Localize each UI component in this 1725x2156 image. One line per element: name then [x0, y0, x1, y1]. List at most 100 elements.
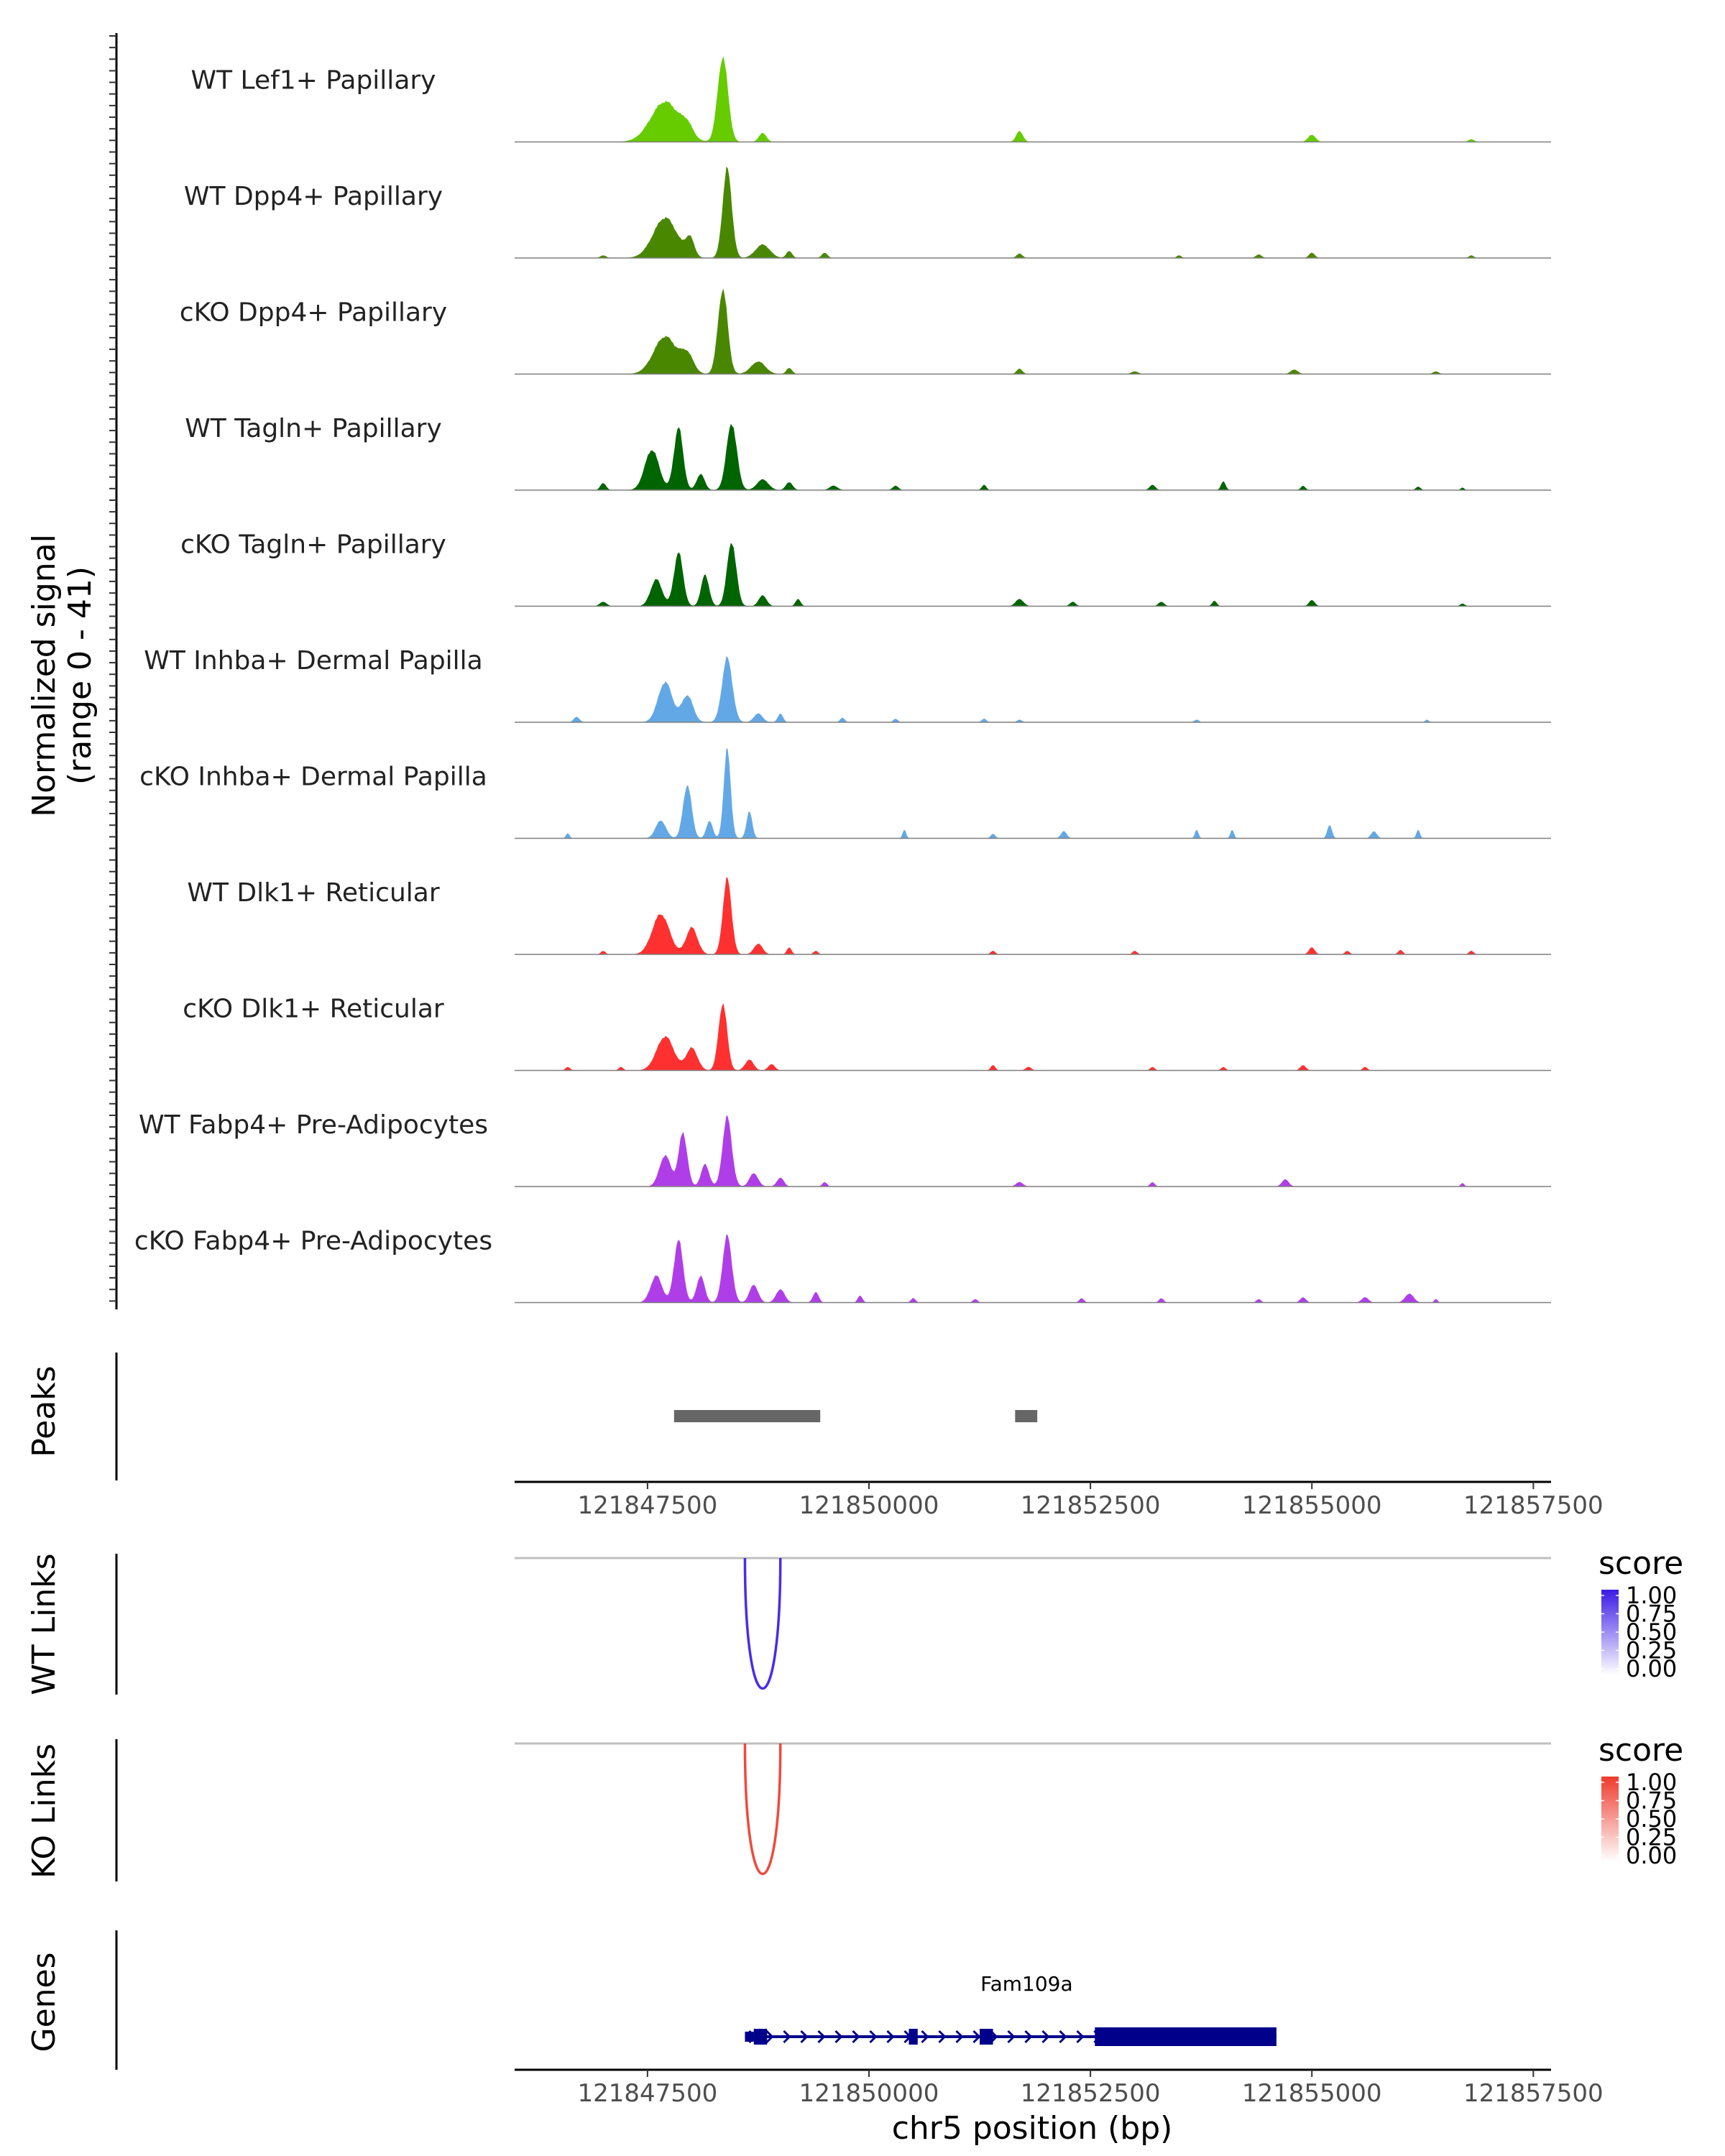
coverage-area: [515, 1003, 1551, 1071]
gene-exon: [908, 2029, 918, 2045]
track-label: cKO Dpp4+ Papillary: [180, 298, 447, 328]
x-tick-label: 121852500: [1021, 1491, 1161, 1520]
legend-tick-label: 0.00: [1626, 1842, 1677, 1869]
legend-tick-label: 0.75: [1626, 1600, 1677, 1628]
strand-arrow: [972, 2030, 981, 2044]
legend-tick-label: 0.50: [1626, 1618, 1677, 1646]
x-tick-label: 121855000: [1242, 1491, 1382, 1520]
coverage-area: [515, 543, 1551, 607]
coverage-ylabel-line2: (range 0 - 41): [62, 566, 98, 785]
track-label: cKO Inhba+ Dermal Papilla: [139, 763, 487, 792]
legend-tick-label: 1.00: [1626, 1769, 1677, 1796]
x-tick-label: 121847500: [578, 1491, 718, 1520]
coverage-track: WT Tagln+ Papillary: [185, 414, 1551, 491]
track-label: WT Inhba+ Dermal Papilla: [144, 646, 482, 676]
ko-links-label: KO Links: [26, 1743, 63, 1879]
track-label: WT Dlk1+ Reticular: [187, 878, 439, 908]
x-tick-label: 121847500: [578, 2079, 718, 2108]
genes-track: Fam109a: [115, 1930, 1276, 2070]
x-tick-label: 121850000: [799, 1491, 939, 1520]
legend-tick-label: 0.00: [1626, 1655, 1677, 1682]
legend-tick-label: 0.50: [1626, 1805, 1677, 1833]
gene-exon: [1095, 2027, 1276, 2046]
x-tick-label: 121855000: [1242, 2079, 1382, 2108]
peaks-label: Peaks: [26, 1365, 63, 1457]
coverage-track: cKO Fabp4+ Pre-Adipocytes: [134, 1227, 1551, 1304]
x-tick-label: 121852500: [1021, 2079, 1161, 2108]
gene-exon: [980, 2029, 993, 2045]
gene-exon: [753, 2029, 768, 2045]
link-arc: [743, 1557, 782, 1690]
strand-arrow: [1024, 2030, 1033, 2044]
coverage-track: cKO Inhba+ Dermal Papilla: [139, 748, 1551, 839]
strand-arrow: [852, 2030, 860, 2044]
x-axis-title: chr5 position (bp): [892, 2110, 1173, 2147]
legend-title: score: [1598, 1732, 1683, 1769]
coverage-track: WT Lef1+ Papillary: [191, 56, 1551, 143]
track-label: WT Tagln+ Papillary: [185, 414, 442, 443]
coverage-track: WT Inhba+ Dermal Papilla: [144, 646, 1551, 723]
track-label: cKO Dlk1+ Reticular: [183, 995, 444, 1024]
strand-arrow: [800, 2030, 809, 2044]
strand-arrow: [921, 2030, 929, 2044]
track-label: cKO Fabp4+ Pre-Adipocytes: [134, 1227, 492, 1256]
coverage-area: [515, 56, 1551, 142]
strand-arrow: [817, 2030, 826, 2044]
coverage-area: [515, 656, 1551, 722]
legend-tick-label: 0.25: [1626, 1824, 1677, 1851]
coverage-area: [515, 166, 1551, 258]
peak-region: [1015, 1410, 1038, 1422]
coverage-track: cKO Tagln+ Papillary: [180, 530, 1551, 607]
coverage-y-axis: [109, 33, 118, 1309]
coverage-track: WT Fabp4+ Pre-Adipocytes: [139, 1110, 1551, 1187]
strand-arrow: [1041, 2030, 1050, 2044]
ko-links-track: [115, 1739, 1551, 1881]
strand-arrow: [834, 2030, 843, 2044]
coverage-area: [515, 1115, 1551, 1187]
track-label: WT Fabp4+ Pre-Adipocytes: [139, 1110, 488, 1140]
coverage-area: [515, 288, 1551, 374]
legend-tick-label: 0.75: [1626, 1787, 1677, 1815]
wt-links-label: WT Links: [26, 1553, 63, 1695]
strand-arrow: [783, 2030, 791, 2044]
genes-label: Genes: [26, 1952, 63, 2052]
coverage-track: WT Dpp4+ Papillary: [184, 166, 1551, 259]
track-label: WT Dpp4+ Papillary: [184, 182, 443, 211]
strand-arrow: [938, 2030, 947, 2044]
coverage-area: [515, 1234, 1551, 1303]
coverage-area: [515, 748, 1551, 839]
coverage-track: WT Dlk1+ Reticular: [187, 877, 1551, 955]
strand-arrow: [955, 2030, 964, 2044]
coverage-area: [515, 423, 1551, 490]
x-tick-label: 121857500: [1463, 2079, 1604, 2108]
legend-tick-label: 1.00: [1626, 1582, 1677, 1609]
legend-tick-label: 0.25: [1626, 1637, 1677, 1664]
coverage-track: cKO Dpp4+ Papillary: [180, 288, 1551, 375]
strand-arrow: [1059, 2030, 1067, 2044]
wt-links-track: [115, 1554, 1551, 1695]
track-label: cKO Tagln+ Papillary: [180, 530, 446, 560]
x-axis-top: 121847500 121850000 121852500 121855000 1218…: [515, 1480, 1604, 1520]
gene-name: Fam109a: [980, 1972, 1073, 1996]
peak-region: [673, 1410, 821, 1422]
coverage-area: [515, 877, 1551, 954]
strand-arrow: [765, 2030, 774, 2044]
coverage-track: cKO Dlk1+ Reticular: [183, 995, 1551, 1072]
x-axis-bottom: 121847500 121850000 121852500 121855000 1218…: [515, 2068, 1604, 2108]
track-label: WT Lef1+ Papillary: [191, 66, 436, 96]
peaks-track: [115, 1353, 1038, 1480]
strand-arrow: [1007, 2030, 1016, 2044]
coverage-tracks: WT Lef1+ Papillary WT Dpp4+ Papillary cKO …: [134, 56, 1551, 1304]
legend-title: score: [1598, 1545, 1683, 1582]
strand-arrow: [886, 2030, 895, 2044]
coverage-ylabel-line1: Normalized signal: [26, 534, 63, 817]
strand-arrow: [869, 2030, 878, 2044]
gene-exon: [745, 2032, 754, 2042]
link-arc: [743, 1743, 782, 1876]
x-tick-label: 121857500: [1463, 1491, 1604, 1520]
strand-arrow: [1076, 2030, 1085, 2044]
x-tick-label: 121850000: [799, 2079, 939, 2108]
